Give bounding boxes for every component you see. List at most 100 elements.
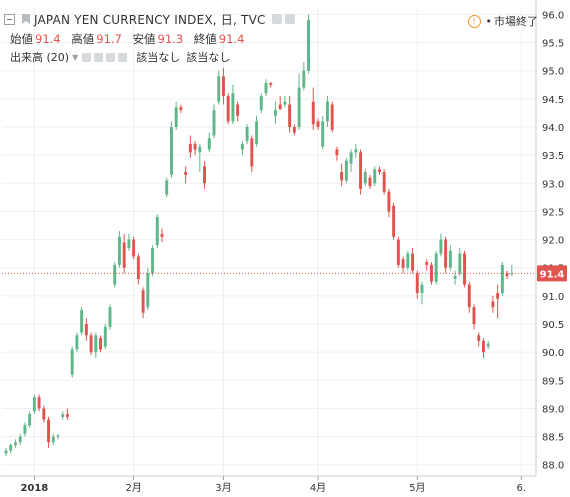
candle-body [127, 239, 131, 249]
y-tick-label: 95.0 [542, 67, 564, 78]
candle-body [160, 233, 164, 237]
x-tick-label: 4月 [310, 482, 326, 494]
candle-body [13, 442, 17, 446]
y-tick-label: 89.0 [542, 404, 564, 415]
market-status-text: 市場終了 [494, 15, 538, 28]
candle-body [269, 83, 273, 85]
chevron-down-icon[interactable]: ▼ [72, 52, 79, 62]
candle-body [255, 121, 259, 144]
candle-body [141, 290, 145, 313]
candle-body [84, 324, 88, 336]
candle-body [292, 127, 296, 133]
last-price-label: 91.4 [540, 269, 565, 280]
y-tick-label: 95.5 [542, 39, 564, 50]
candle-body [472, 307, 476, 325]
candle-body [113, 264, 117, 285]
candle-body [396, 239, 400, 265]
y-tick-label: 89.5 [542, 376, 564, 387]
y-tick-label: 88.5 [542, 433, 564, 444]
candle-body [335, 149, 339, 156]
ohlc-legend: 始値 91.4 高値 91.7 安値 91.3 終値 91.4 [10, 31, 251, 47]
candle-body [9, 445, 13, 451]
candle-body [297, 87, 301, 128]
low-label: 安値 [132, 32, 156, 46]
high-label: 高値 [71, 32, 95, 46]
candle-body [406, 253, 410, 268]
candle-body [155, 217, 159, 246]
collapse-icon[interactable] [4, 13, 15, 25]
candle-body [245, 127, 249, 142]
candle-body [354, 149, 358, 153]
candle-body [321, 121, 325, 147]
candle-body [273, 110, 277, 116]
bookmark-icon[interactable] [22, 14, 30, 24]
candle-body [477, 335, 481, 341]
y-tick-label: 96.0 [542, 10, 564, 21]
settings-icon[interactable] [94, 52, 104, 62]
y-tick-label: 94.0 [542, 123, 564, 134]
candle-body [51, 436, 55, 443]
candle-body [349, 152, 353, 164]
candle-body [99, 338, 103, 350]
candle-body [288, 104, 292, 128]
volume-label: 出来高 (20) [10, 51, 70, 64]
candle-body [458, 253, 462, 274]
candle-body [28, 414, 32, 426]
y-tick-label: 90.5 [542, 320, 564, 331]
candle-body [377, 169, 381, 173]
candle-body [94, 335, 98, 353]
close-value: 91.4 [218, 32, 245, 46]
close-icon[interactable] [118, 52, 128, 62]
candle-body [505, 273, 509, 277]
candle-body [411, 253, 415, 271]
candle-body [311, 101, 315, 125]
candle-body [434, 253, 438, 282]
eye-icon[interactable] [82, 52, 92, 62]
x-tick-label: 2018 [20, 483, 48, 494]
candle-body [382, 172, 386, 192]
candle-body [510, 273, 514, 275]
candle-body [165, 180, 169, 195]
y-tick-label: 93.5 [542, 151, 564, 162]
high-value: 91.7 [96, 32, 122, 46]
candle-body [340, 172, 344, 181]
candle-body [174, 107, 178, 128]
settings-icon[interactable] [271, 14, 282, 24]
candle-body [108, 307, 112, 327]
candle-body [212, 110, 216, 136]
candle-body [32, 397, 36, 412]
candle-body [250, 138, 254, 167]
candle-body [37, 397, 41, 409]
candle-body [481, 340, 485, 353]
y-tick-label: 92.5 [542, 207, 564, 218]
candle-body [75, 335, 79, 350]
y-tick-label: 90.0 [542, 348, 564, 359]
candle-body [18, 436, 22, 443]
symbol-title: JAPAN YEN CURRENCY INDEX, 日, TVC [34, 12, 266, 27]
candle-body [302, 70, 306, 88]
candle-body [169, 127, 173, 175]
candle-body [80, 309, 84, 333]
y-tick-label: 93.0 [542, 179, 564, 190]
candle-body [217, 76, 221, 102]
open-label: 始値 [10, 32, 33, 46]
x-tick-label: 5月 [409, 482, 425, 494]
candle-body [368, 177, 372, 187]
candle-body [425, 262, 429, 265]
candle-body [486, 343, 490, 347]
candle-body [448, 250, 452, 268]
candle-body [463, 253, 467, 285]
candle-body [387, 191, 391, 212]
volume-value: 該当なし [136, 51, 181, 64]
candle-body [453, 276, 457, 279]
more-icon[interactable] [106, 52, 116, 62]
candle-body [103, 326, 107, 347]
candle-body [500, 264, 504, 294]
candle-body [278, 104, 282, 110]
close-icon[interactable] [284, 14, 295, 24]
candle-body [401, 259, 405, 268]
candle-body [283, 101, 287, 105]
candle-body [151, 248, 155, 274]
candle-body [117, 236, 121, 265]
candle-body [221, 76, 225, 97]
